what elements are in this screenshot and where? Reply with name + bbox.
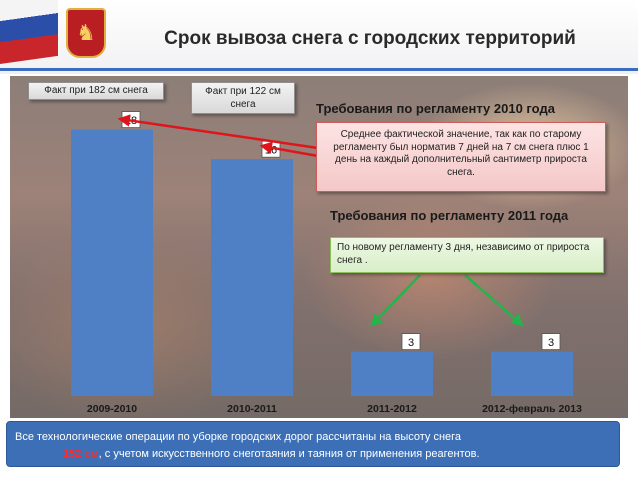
category-label-3: 2011-2012 [367,403,417,415]
green-arrow-to-bar-4 [464,274,524,327]
footer-note: Все технологические операции по уборке г… [6,421,620,467]
bar-1 [71,129,153,396]
category-label-1: 2009-2010 [87,403,137,415]
footer-text-start: Все технологические операции по уборке г… [15,431,462,443]
footer-text-end: , с учетом искусственного снеготаяния и … [98,448,480,461]
header: ♞ Срок вывоза снега с городских территор… [0,0,638,74]
red-arrow-to-bar-2 [259,141,319,158]
bar-3 [351,351,433,396]
value-label-box-3 [401,333,421,351]
red-arrow-to-bar-1 [117,114,319,150]
callout-regulation-2011: По новому регламенту 3 дня, независимо о… [330,237,604,273]
header-divider [0,68,638,71]
green-arrow-to-bar-3 [370,274,421,327]
moscow-emblem-icon: ♞ [66,8,106,58]
bar-2 [211,159,293,396]
category-label-2: 2010-2011 [227,403,277,415]
heading-regulation-2010: Требования по регламенту 2010 года [316,101,555,116]
value-label-4: 3 [548,337,554,349]
category-label-4: 2012-февраль 2013 [482,403,582,415]
footer-highlight: 152 см [63,448,99,461]
value-label-3: 3 [408,337,414,349]
callout-regulation-2010: Среднее фактической значение, так как по… [316,122,606,192]
bar-4 [491,351,573,396]
callout-fact-182: Факт при 182 см снега [28,82,164,100]
callout-fact-122: Факт при 122 см снега [191,82,295,114]
heading-regulation-2011: Требования по регламенту 2011 года [330,208,569,223]
page-title: Срок вывоза снега с городских территорий [164,28,576,49]
value-label-box-4 [541,333,561,351]
